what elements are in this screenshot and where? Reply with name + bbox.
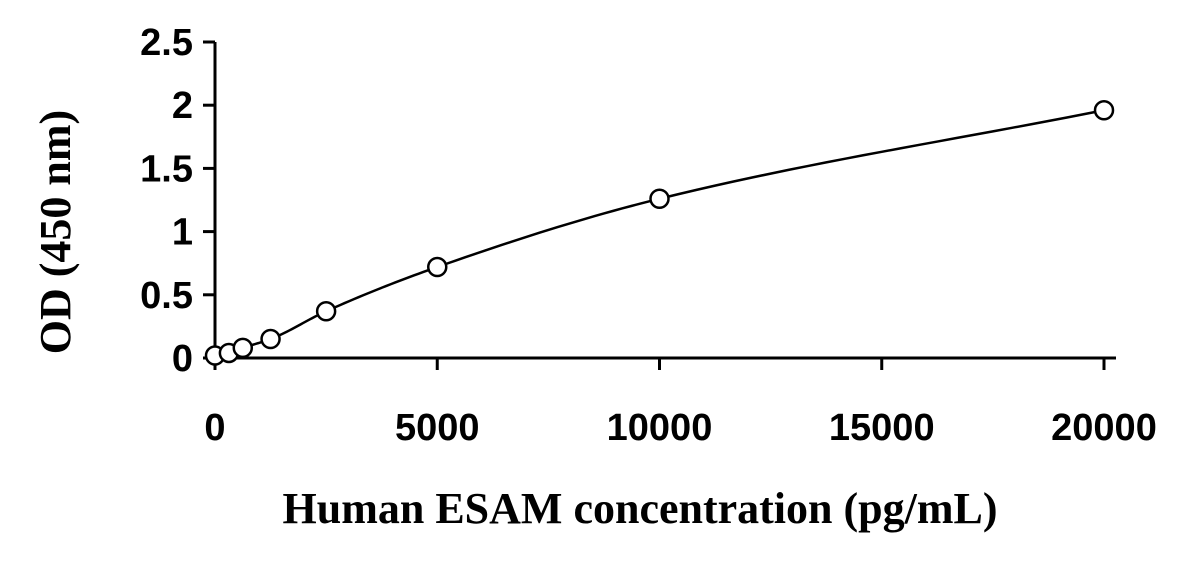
data-point <box>260 328 281 350</box>
x-tick-label: 5000 <box>395 407 480 449</box>
y-tick-label: 2 <box>172 85 193 127</box>
y-tick-label: 0 <box>172 338 193 380</box>
data-point <box>232 337 254 359</box>
y-tick-label: 0.5 <box>140 275 193 317</box>
y-axis-title: OD (450 nm) <box>31 110 80 354</box>
y-axis-ticks: 0 0.5 1 1.5 2 2.5 <box>140 22 215 380</box>
x-tick-label: 15000 <box>829 407 935 449</box>
x-tick-label: 10000 <box>607 407 713 449</box>
data-point <box>649 188 670 209</box>
data-points <box>204 100 1115 366</box>
y-tick-label: 1.5 <box>140 148 193 190</box>
y-tick-label: 2.5 <box>140 22 193 64</box>
axes <box>213 42 1116 360</box>
x-tick-label: 20000 <box>1051 407 1157 449</box>
y-tick-label: 1 <box>172 212 193 254</box>
x-tick-label: 0 <box>204 407 225 449</box>
data-point <box>315 300 337 322</box>
data-point <box>1093 100 1115 121</box>
fit-curve <box>214 109 1105 357</box>
x-axis-ticks: 0 5000 10000 15000 20000 <box>204 358 1157 449</box>
x-axis-title: Human ESAM concentration (pg/mL) <box>283 484 998 533</box>
data-point <box>427 256 448 278</box>
